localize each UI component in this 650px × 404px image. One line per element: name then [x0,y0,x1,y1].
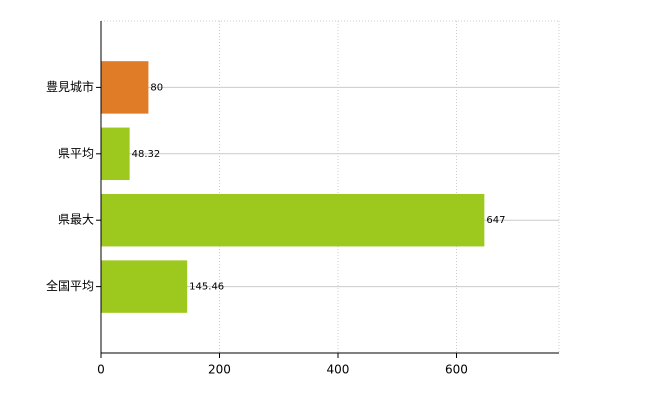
y-tick-label: 全国平均 [46,278,94,293]
y-tick-label: 県最大 [58,213,94,227]
bar [101,260,188,313]
bar [101,127,130,181]
x-tick-label: 0 [97,363,105,377]
x-tick-label: 400 [327,363,350,377]
x-tick-label: 200 [208,363,231,377]
value-label: 647 [486,215,505,226]
value-label: 145.46 [189,282,224,293]
bar [101,61,149,114]
value-label: 80 [150,82,163,93]
value-label: 48.32 [132,149,161,160]
y-tick-label: 県平均 [58,146,94,160]
x-tick-label: 600 [445,363,468,377]
y-tick-label: 豊見城市 [46,79,94,94]
bar [101,193,485,247]
